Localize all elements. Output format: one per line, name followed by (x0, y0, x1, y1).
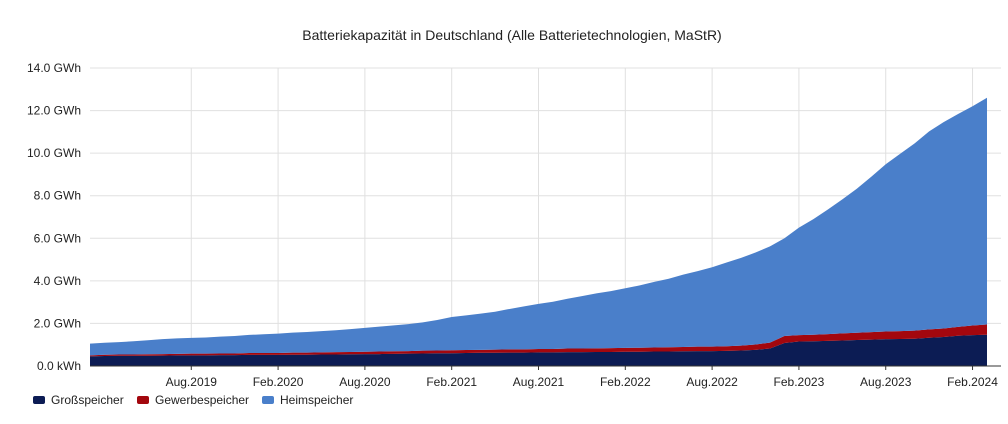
y-tick-label: 8.0 GWh (34, 189, 81, 203)
x-tick-label: Feb.2020 (253, 375, 304, 389)
chart-title: Batteriekapazität in Deutschland (Alle B… (302, 27, 721, 43)
x-axis-ticks: Aug.2019 Feb.2020 Aug.2020 Feb.2021 Aug.2021… (166, 366, 998, 389)
x-tick-label: Aug.2021 (513, 375, 565, 389)
y-tick-label: 10.0 GWh (27, 146, 81, 160)
y-tick-label: 2.0 GWh (34, 316, 81, 330)
legend-item: Gewerbespeicher (137, 393, 249, 407)
y-tick-label: 0.0 kWh (37, 359, 81, 373)
x-tick-label: Aug.2019 (166, 375, 218, 389)
area-gewerbespeicher (90, 324, 987, 357)
x-tick-label: Feb.2022 (600, 375, 651, 389)
area-series-group (90, 97, 987, 366)
x-tick-label: Feb.2023 (774, 375, 825, 389)
legend-swatch (33, 396, 45, 404)
x-tick-label: Feb.2024 (947, 375, 998, 389)
x-tick-label: Aug.2020 (339, 375, 391, 389)
legend-label: Heimspeicher (280, 393, 353, 407)
x-tick-label: Aug.2022 (686, 375, 738, 389)
legend-label: Gewerbespeicher (155, 393, 249, 407)
area-grossspeicher (90, 334, 987, 366)
legend: Großspeicher Gewerbespeicher Heimspeicher (33, 393, 353, 407)
x-tick-label: Feb.2021 (426, 375, 477, 389)
y-tick-label: 12.0 GWh (27, 104, 81, 118)
area-heimspeicher (90, 97, 987, 356)
x-tick-label: Aug.2023 (860, 375, 912, 389)
y-tick-label: 4.0 GWh (34, 274, 81, 288)
y-tick-label: 14.0 GWh (27, 61, 81, 75)
legend-item: Großspeicher (33, 393, 124, 407)
legend-label: Großspeicher (51, 393, 124, 407)
legend-item: Heimspeicher (262, 393, 353, 407)
y-axis-ticks: 0.0 kWh 2.0 GWh 4.0 GWh 6.0 GWh 8.0 GWh 10.0 … (27, 61, 81, 373)
legend-swatch (262, 396, 274, 404)
y-tick-label: 6.0 GWh (34, 231, 81, 245)
legend-swatch (137, 396, 149, 404)
